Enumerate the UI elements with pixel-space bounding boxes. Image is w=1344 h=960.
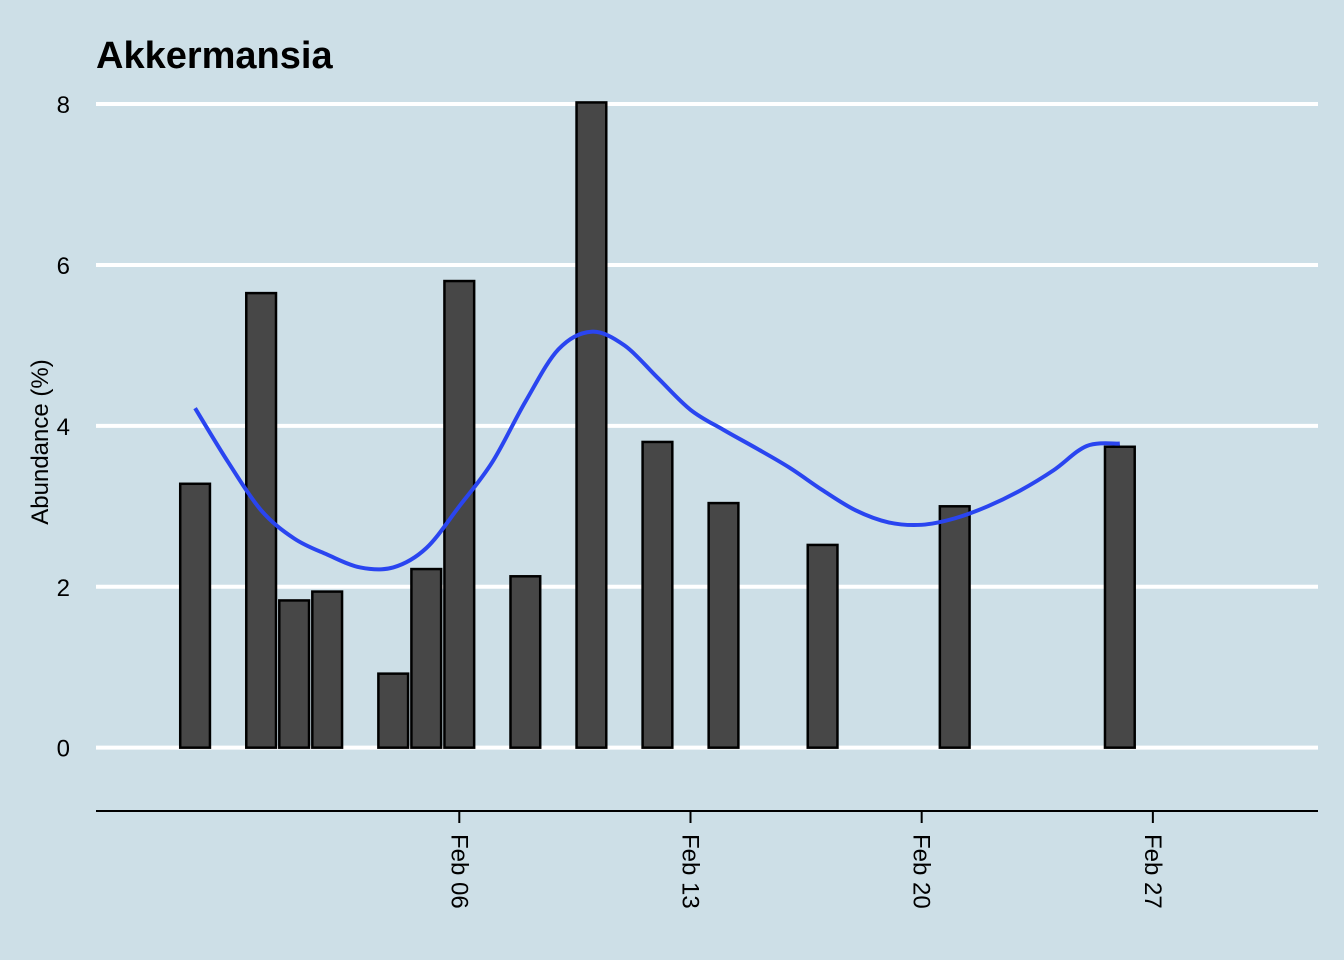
bar <box>575 101 608 749</box>
y-tick-label: 0 <box>57 736 70 763</box>
bar <box>938 505 971 749</box>
bar <box>509 575 542 749</box>
y-tick-label: 4 <box>57 414 70 441</box>
bar <box>377 672 410 749</box>
y-axis-title: Abundance (%) <box>27 359 54 524</box>
bar <box>278 599 311 749</box>
bar <box>1103 445 1136 749</box>
bars <box>178 101 1136 749</box>
bar <box>443 279 476 749</box>
smooth-trend-line <box>193 329 1120 572</box>
y-axis-ticks: 0 2 4 6 8 <box>57 92 70 763</box>
y-tick-label: 6 <box>57 253 70 280</box>
x-tick-label: Feb 06 <box>445 834 472 909</box>
y-tick-label: 2 <box>57 575 70 602</box>
y-tick-label: 8 <box>57 92 70 119</box>
x-tick-label: Feb 20 <box>908 834 935 909</box>
bar <box>178 482 212 749</box>
bar <box>410 567 443 749</box>
x-axis-ticks: Feb 06 Feb 13 Feb 20 Feb 27 <box>445 811 1166 909</box>
x-tick-label: Feb 13 <box>676 834 703 909</box>
bar <box>311 590 344 749</box>
x-tick-label: Feb 27 <box>1139 834 1166 909</box>
bar <box>707 501 740 749</box>
chart-title: Akkermansia <box>96 35 333 77</box>
bar <box>806 543 839 749</box>
bar <box>641 440 674 749</box>
